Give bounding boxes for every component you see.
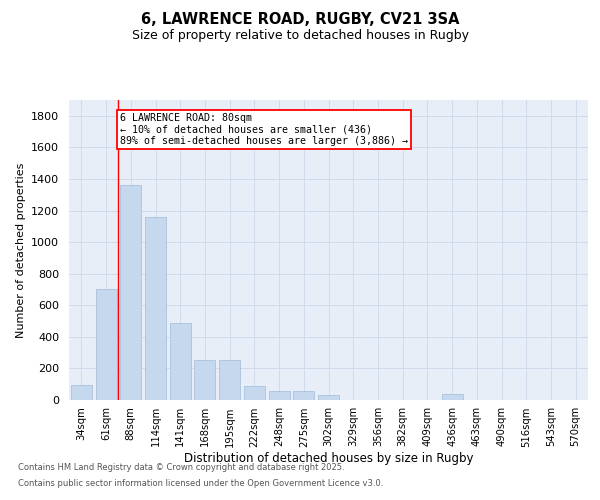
Text: Contains public sector information licensed under the Open Government Licence v3: Contains public sector information licen…	[18, 478, 383, 488]
Bar	[219, 360, 240, 400]
Bar	[269, 392, 290, 400]
Text: Contains HM Land Registry data © Crown copyright and database right 2025.: Contains HM Land Registry data © Crown c…	[18, 464, 344, 472]
Text: 6, LAWRENCE ROAD, RUGBY, CV21 3SA: 6, LAWRENCE ROAD, RUGBY, CV21 3SA	[141, 12, 459, 28]
Bar	[244, 386, 265, 400]
Text: 6 LAWRENCE ROAD: 80sqm
← 10% of detached houses are smaller (436)
89% of semi-de: 6 LAWRENCE ROAD: 80sqm ← 10% of detached…	[121, 112, 409, 146]
Bar	[71, 385, 92, 400]
Bar	[442, 394, 463, 400]
X-axis label: Distribution of detached houses by size in Rugby: Distribution of detached houses by size …	[184, 452, 473, 465]
Bar	[194, 360, 215, 400]
Bar	[95, 290, 116, 400]
Y-axis label: Number of detached properties: Number of detached properties	[16, 162, 26, 338]
Bar	[145, 217, 166, 400]
Text: Size of property relative to detached houses in Rugby: Size of property relative to detached ho…	[131, 29, 469, 42]
Bar	[120, 186, 141, 400]
Bar	[318, 396, 339, 400]
Bar	[293, 392, 314, 400]
Bar	[170, 322, 191, 400]
